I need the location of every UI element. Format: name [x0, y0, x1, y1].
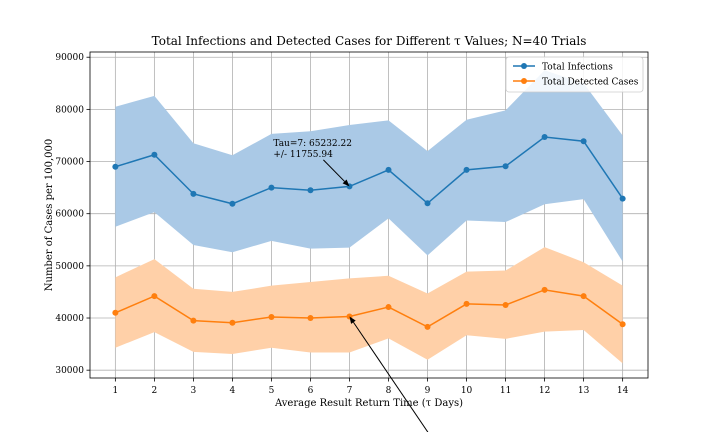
line-series-0: [115, 136, 624, 205]
point-series-1: [268, 313, 275, 320]
legend-marker-infections: [521, 63, 527, 69]
legend-marker-detected: [521, 78, 527, 84]
y-tick-label: 70000: [55, 158, 84, 168]
point-series-0: [541, 134, 548, 141]
y-tick-label: 60000: [55, 210, 84, 220]
y-tick-label: 90000: [55, 53, 84, 63]
x-tick-label: 5: [269, 386, 275, 396]
point-series-0: [268, 184, 275, 191]
y-tick-label: 40000: [55, 314, 84, 324]
point-series-1: [424, 323, 431, 330]
chart-title: Total Infections and Detected Cases for …: [152, 34, 587, 48]
confidence-bands: [115, 70, 623, 364]
legend-box: [505, 56, 644, 93]
point-series-0: [424, 200, 431, 207]
x-tick-label: 12: [539, 386, 550, 396]
x-tick-label: 7: [347, 386, 353, 396]
point-series-0: [229, 200, 236, 207]
legend-label-infections: Total Infections: [542, 63, 613, 73]
x-tick-label: 14: [617, 386, 629, 396]
annotation-arrow-head: [342, 179, 350, 187]
point-series-0: [385, 166, 392, 173]
x-tick-label: 1: [112, 386, 118, 396]
x-tick-label: 10: [461, 386, 473, 396]
y-tick-label: 80000: [55, 105, 84, 115]
point-series-0: [112, 163, 119, 170]
point-series-1: [190, 317, 197, 324]
point-series-0: [502, 163, 509, 170]
x-tick-label: 3: [191, 386, 197, 396]
x-tick-label: 4: [230, 386, 236, 396]
x-tick-label: 11: [500, 386, 511, 396]
point-series-1: [541, 286, 548, 293]
annotations: Tau=7: 65232.22+/- 11755.94: [273, 139, 429, 432]
legend: Total Infections Total Detected Cases: [505, 56, 644, 93]
band-series-0: [115, 70, 623, 262]
point-series-0: [307, 187, 314, 194]
y-tick-label: 50000: [55, 262, 84, 272]
y-tick-label: 30000: [55, 366, 84, 376]
x-tick-label: 2: [152, 386, 158, 396]
series-lines: [115, 136, 624, 328]
point-series-1: [307, 315, 314, 322]
band-series-1: [115, 247, 623, 364]
x-axis-ticks: 1 2 3 4 5 6 7 8 9 10 11 12 13 14: [112, 378, 629, 396]
point-series-1: [580, 293, 587, 300]
point-series-1: [385, 304, 392, 311]
y-axis-label: Number of Cases per 100,000: [44, 139, 55, 291]
point-series-1: [112, 309, 119, 316]
legend-label-detected: Total Detected Cases: [542, 78, 639, 88]
plot-frame: [89, 51, 649, 379]
annotation-text-line: +/- 11755.94: [273, 150, 333, 160]
x-axis-label: Average Result Return Time (τ Days): [274, 398, 463, 409]
line-series-1: [115, 289, 624, 328]
point-series-1: [151, 293, 158, 300]
annotation-arrow-shaft: [323, 159, 345, 182]
annotation-arrow-shaft: [353, 321, 429, 432]
y-axis-ticks: 30000 40000 50000 60000 70000 80000 90000: [55, 53, 90, 376]
point-series-0: [580, 138, 587, 145]
point-series-0: [151, 151, 158, 158]
point-series-0: [190, 190, 197, 197]
point-series-1: [619, 321, 626, 328]
annotation-arrow-head: [349, 316, 356, 324]
x-tick-label: 13: [578, 386, 590, 396]
point-series-1: [229, 319, 236, 326]
x-tick-label: 8: [386, 386, 392, 396]
point-series-1: [463, 300, 470, 307]
point-series-0: [463, 166, 470, 173]
point-series-1: [502, 301, 509, 308]
x-tick-label: 6: [308, 386, 314, 396]
point-series-0: [619, 195, 626, 202]
annotation-text-line: Tau=7: 65232.22: [273, 139, 352, 149]
x-tick-label: 9: [425, 386, 431, 396]
